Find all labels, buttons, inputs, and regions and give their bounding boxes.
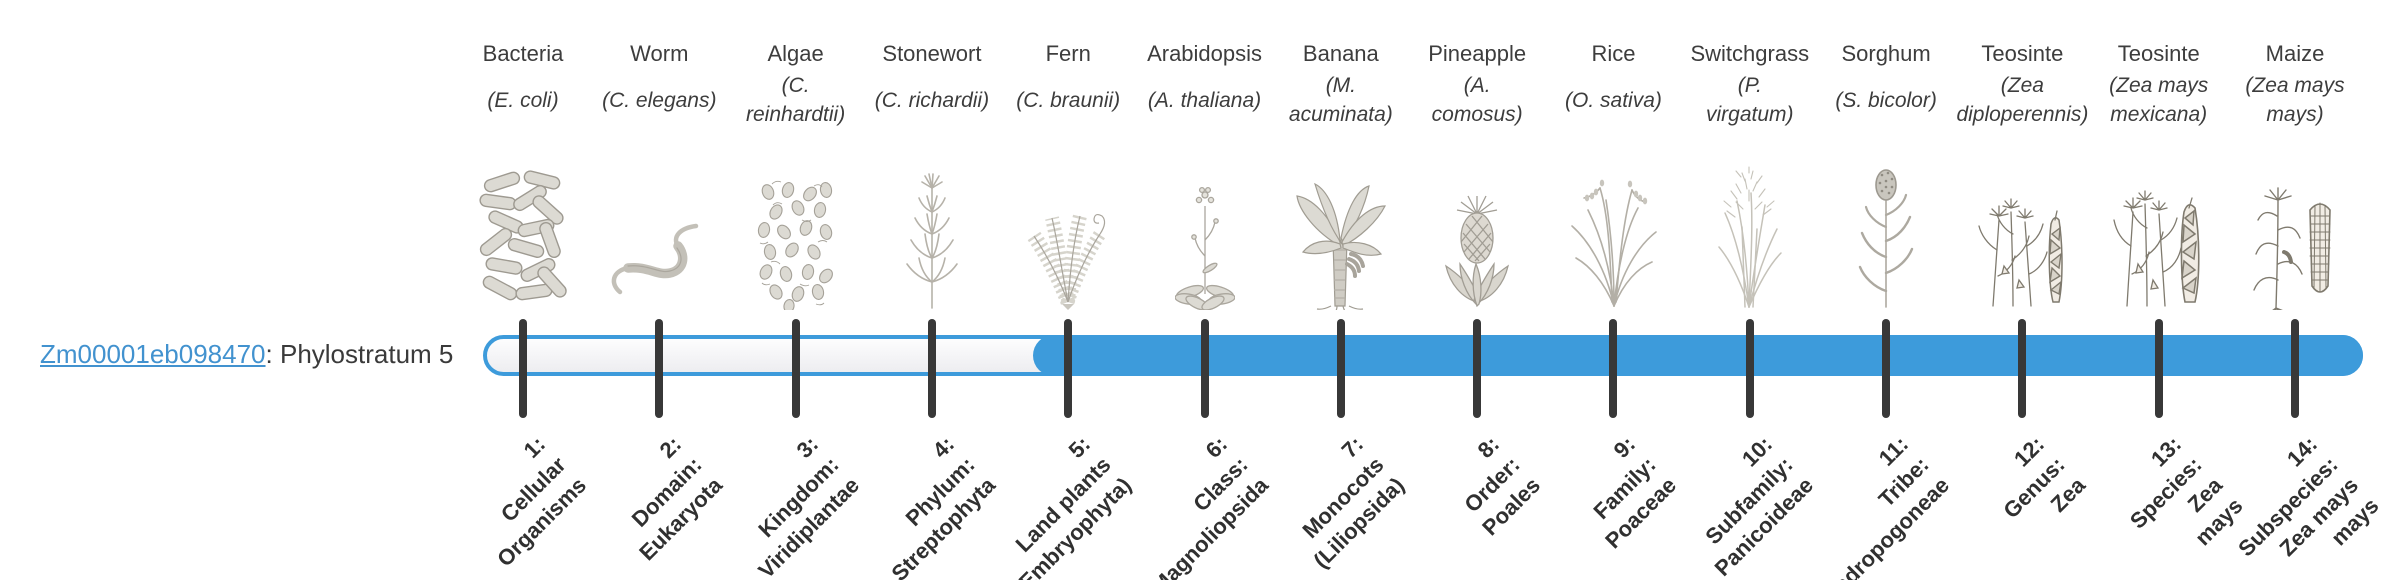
algae-icon xyxy=(756,180,836,310)
organism-column: Banana (M. acuminata) xyxy=(1253,40,1429,132)
organism-column: Worm (C. elegans) xyxy=(571,40,747,132)
phylostratum-tick xyxy=(1473,319,1482,418)
organism-column: Stonewort (C. richardii) xyxy=(844,40,1020,132)
phylostratum-tick xyxy=(1064,319,1073,418)
organism-name-label: Teosinte xyxy=(2117,41,2200,66)
gene-id-link[interactable]: Zm00001eb098470 xyxy=(40,339,266,369)
sorghum-icon xyxy=(1856,165,1916,310)
organism-species-label: (Zea mays mexicana) xyxy=(2109,74,2209,126)
gene-phylostratum-text: : Phylostratum 5 xyxy=(265,339,454,369)
phylostratum-tick xyxy=(927,319,936,418)
pineapple-icon xyxy=(1442,180,1512,310)
organism-name-label: Rice xyxy=(1591,41,1636,66)
phylostratum-tick xyxy=(2018,319,2027,418)
organism-name-label: Fern xyxy=(1045,41,1091,66)
organism-species-label: (C. richardii) xyxy=(874,88,990,112)
stonewort-icon xyxy=(897,170,967,310)
switchgrass-icon xyxy=(1707,165,1792,310)
organism-species-label: (Zea diploperennis) xyxy=(1956,74,2089,126)
organism-species-label: (C. braunii) xyxy=(1016,88,1121,112)
organism-species-label: (A. thaliana) xyxy=(1147,88,1262,112)
organism-name-label: Banana xyxy=(1302,41,1379,66)
rice-icon xyxy=(1566,170,1661,310)
phylostratum-bar-fill xyxy=(1033,335,2363,376)
phylostratum-tick xyxy=(791,319,800,418)
organism-name-label: Arabidopsis xyxy=(1147,41,1263,66)
organism-species-label: (C. elegans) xyxy=(602,88,717,112)
organism-column: Arabidopsis (A. thaliana) xyxy=(1117,40,1293,132)
organism-name-label: Maize xyxy=(2265,41,2325,66)
organism-column: Maize (Zea mays mays) xyxy=(2207,40,2383,132)
organism-column: Fern (C. braunii) xyxy=(980,40,1156,132)
organism-species-label: (C. reinhardtii) xyxy=(746,74,846,126)
organism-species-label: (E. coli) xyxy=(487,88,559,112)
organism-name-label: Switchgrass xyxy=(1690,41,1810,66)
organism-column: Teosinte (Zea mays mexicana) xyxy=(2071,40,2247,132)
organism-species-label: (S. bicolor) xyxy=(1835,88,1937,112)
organism-name-label: Teosinte xyxy=(1981,41,2064,66)
phylostratum-tick xyxy=(519,319,527,418)
organism-column: Rice (O. sativa) xyxy=(1525,40,1701,132)
organism-species-label: (O. sativa) xyxy=(1565,88,1662,112)
teosinte-diploperennis-icon xyxy=(1975,190,2070,310)
arabidopsis-icon xyxy=(1174,180,1235,310)
phylostratum-tick xyxy=(1200,319,1209,418)
phylostratum-tick xyxy=(1609,319,1618,418)
phylostratum-tick xyxy=(1745,319,1754,418)
organism-name-label: Pineapple xyxy=(1428,41,1527,66)
organism-column: Sorghum (S. bicolor) xyxy=(1798,40,1974,132)
teosinte-mexicana-icon xyxy=(2111,180,2206,310)
organism-name-label: Bacteria xyxy=(482,41,564,66)
fern-icon xyxy=(1018,190,1118,310)
organism-name-label: Worm xyxy=(630,41,689,66)
gene-label: Zm00001eb098470: Phylostratum 5 xyxy=(40,339,453,370)
organism-species-label: (P. virgatum) xyxy=(1706,74,1794,126)
phylostratum-tick xyxy=(1882,319,1891,418)
banana-icon xyxy=(1291,180,1391,310)
organism-column: Pineapple (A. comosus) xyxy=(1389,40,1565,132)
phylostratum-tick xyxy=(1336,319,1345,418)
bacteria-icon xyxy=(478,170,568,310)
phylostratum-tick xyxy=(2154,319,2163,418)
organism-species-label: (A. comosus) xyxy=(1431,74,1523,126)
organism-name-label: Sorghum xyxy=(1841,41,1931,66)
worm-icon xyxy=(604,222,714,302)
phylostratum-tick xyxy=(655,319,664,418)
organism-column: Bacteria (E. coli) xyxy=(435,40,611,132)
organism-column: Switchgrass (P. virgatum) xyxy=(1662,40,1838,132)
organism-species-label: (Zea mays mays) xyxy=(2245,74,2345,126)
phylostratum-tick xyxy=(2291,319,2300,418)
organism-name-label: Stonewort xyxy=(882,41,982,66)
organism-column: Algae (C. reinhardtii) xyxy=(708,40,884,132)
organism-column: Teosinte (Zea diploperennis) xyxy=(1934,40,2110,132)
maize-icon xyxy=(2250,180,2340,310)
organism-species-label: (M. acuminata) xyxy=(1288,74,1393,126)
organism-name-label: Algae xyxy=(767,41,824,66)
